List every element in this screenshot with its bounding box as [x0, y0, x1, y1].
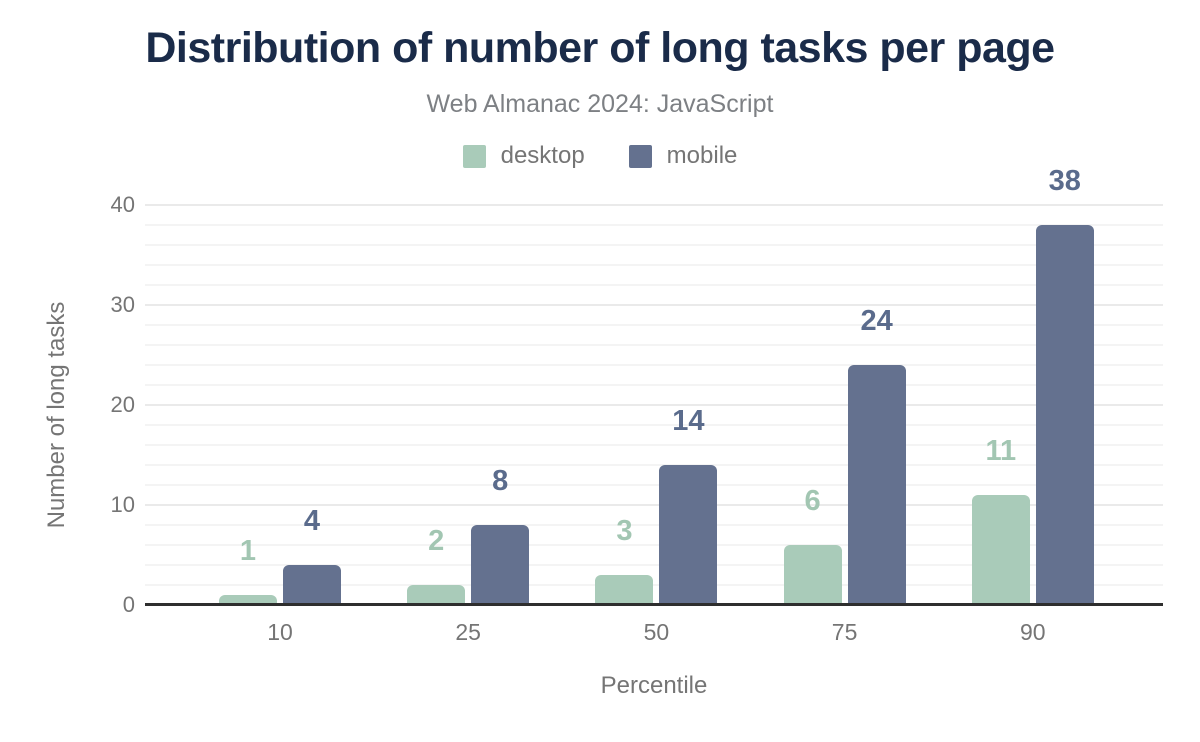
y-tick-label: 30 — [110, 292, 135, 317]
minor-gridline — [145, 224, 1163, 226]
bar-desktop-p10[interactable] — [219, 595, 277, 605]
y-axis-title: Number of long tasks — [43, 301, 70, 529]
y-tick-label: 0 — [122, 592, 135, 617]
bar-desktop-p90[interactable] — [971, 495, 1030, 605]
bar-desktop-p50[interactable] — [595, 575, 654, 605]
x-axis-title: Percentile — [600, 672, 708, 699]
minor-gridline — [145, 564, 1163, 566]
y-tick-label: 40 — [110, 192, 135, 217]
value-label-mobile-p90: 38 — [1048, 165, 1081, 197]
bar-mobile-p90[interactable] — [1035, 225, 1094, 605]
desktop-swatch-icon — [462, 144, 486, 168]
bar-mobile-p50[interactable] — [659, 465, 718, 605]
value-label-mobile-p10: 4 — [303, 505, 321, 537]
chart-subtitle: Web Almanac 2024: JavaScript — [426, 90, 774, 118]
value-label-mobile-p25: 8 — [492, 465, 509, 497]
value-label-mobile-p75: 24 — [860, 305, 893, 337]
minor-gridline — [145, 284, 1163, 286]
value-label-desktop-p25: 2 — [428, 525, 445, 557]
major-gridline — [145, 504, 1163, 506]
bar-mobile-p25[interactable] — [471, 525, 530, 605]
value-label-desktop-p75: 6 — [804, 485, 821, 517]
value-label-desktop-p90: 11 — [985, 435, 1017, 467]
bar-desktop-p25[interactable] — [407, 585, 466, 605]
legend-label-desktop: desktop — [500, 142, 585, 169]
legend-item-mobile: mobile — [628, 142, 738, 170]
mobile-swatch-icon — [628, 144, 652, 168]
minor-gridline — [145, 424, 1163, 426]
bar-mobile-p75[interactable] — [847, 365, 906, 605]
chart-title: Distribution of number of long tasks per… — [145, 24, 1055, 72]
value-label-mobile-p50: 14 — [672, 405, 705, 437]
x-tick-label-p25: 25 — [455, 619, 481, 645]
minor-gridline — [145, 584, 1163, 586]
major-gridline — [145, 304, 1163, 306]
x-tick-label-p50: 50 — [643, 619, 670, 645]
minor-gridline — [145, 544, 1163, 546]
legend: desktop mobile — [0, 142, 1200, 170]
major-gridline — [145, 204, 1163, 206]
minor-gridline — [145, 324, 1163, 326]
plot-area — [145, 204, 1163, 605]
minor-gridline — [145, 244, 1163, 246]
x-tick-label-p90: 90 — [1020, 619, 1046, 645]
bar-desktop-p75[interactable] — [783, 545, 842, 605]
minor-gridline — [145, 344, 1163, 346]
x-tick-label-p75: 75 — [831, 619, 858, 645]
y-tick-label: 10 — [110, 492, 135, 517]
minor-gridline — [145, 264, 1163, 266]
x-axis-line — [145, 603, 1163, 606]
value-label-desktop-p10: 1 — [239, 535, 257, 567]
minor-gridline — [145, 384, 1163, 386]
legend-label-mobile: mobile — [666, 142, 738, 169]
minor-gridline — [145, 444, 1163, 446]
minor-gridline — [145, 464, 1163, 466]
minor-gridline — [145, 364, 1163, 366]
minor-gridline — [145, 524, 1163, 526]
legend-item-desktop: desktop — [462, 142, 585, 170]
minor-gridline — [145, 484, 1163, 486]
major-gridline — [145, 404, 1163, 406]
x-tick-label-p10: 10 — [267, 619, 293, 645]
y-tick-label: 20 — [110, 392, 135, 417]
value-label-desktop-p50: 3 — [616, 515, 633, 547]
bar-mobile-p10[interactable] — [283, 565, 341, 605]
